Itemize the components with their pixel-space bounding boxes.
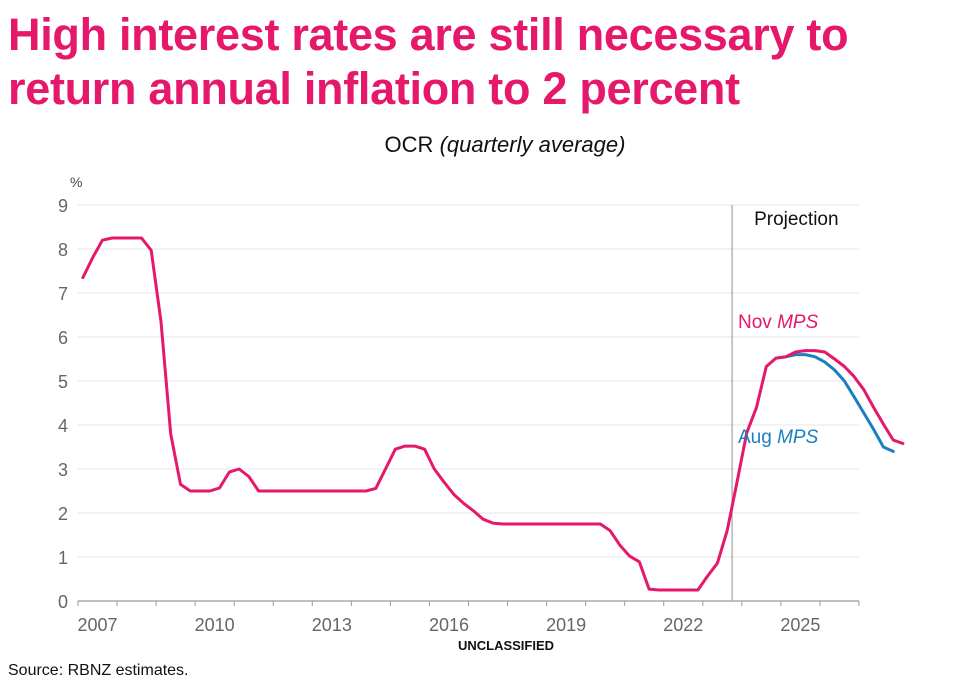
y-tick-label: 6 [58, 328, 68, 348]
y-tick-label: 5 [58, 372, 68, 392]
series-lines [81, 236, 905, 592]
y-tick-label: 9 [58, 196, 68, 216]
y-tick-label: 4 [58, 416, 68, 436]
source-note: Source: RBNZ estimates. [8, 662, 189, 679]
y-axis-ticks: 0 1 2 3 4 5 6 7 8 9 [58, 196, 68, 612]
chart-subtitle: OCR (quarterly average) [0, 132, 963, 158]
subtitle-main: OCR [384, 132, 434, 157]
y-tick-label: 1 [58, 548, 68, 568]
y-tick-label: 7 [58, 284, 68, 304]
page-title: High interest rates are still necessary … [8, 9, 849, 114]
gridlines [78, 204, 859, 558]
y-tick-label: 8 [58, 240, 68, 260]
x-tick-label: 2022 [663, 615, 703, 635]
x-tick-label: 2007 [78, 615, 118, 635]
aug-mps-label: Aug MPS [738, 427, 819, 448]
subtitle-italic: (quarterly average) [439, 132, 626, 157]
y-tick-label: 2 [58, 504, 68, 524]
x-tick-label: 2025 [780, 615, 820, 635]
x-tick-label: 2013 [312, 615, 352, 635]
x-tick-label: 2010 [195, 615, 235, 635]
y-axis-unit: % [70, 174, 82, 190]
aug-mps-line [774, 353, 895, 453]
projection-label: Projection [754, 209, 839, 230]
nov-mps-line [81, 236, 905, 592]
x-tick-label: 2016 [429, 615, 469, 635]
y-tick-label: 0 [58, 592, 68, 612]
classification-label: UNCLASSIFIED [457, 638, 555, 653]
x-tick-label: 2019 [546, 615, 586, 635]
y-tick-label: 3 [58, 460, 68, 480]
nov-mps-label: Nov MPS [738, 312, 819, 333]
x-axis: 2007 2010 2013 2016 2019 2022 2025 [77, 600, 860, 635]
